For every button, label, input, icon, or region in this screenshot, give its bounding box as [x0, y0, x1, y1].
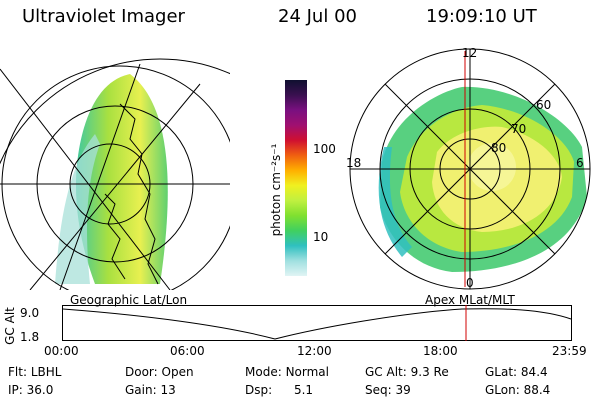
meridian-line [29, 83, 201, 290]
colorbar-tick-100: 100 [313, 142, 336, 156]
alt-tick-high: 9.0 [20, 306, 40, 320]
lat-label-80: 80 [491, 141, 507, 155]
param-gain: Gain: 13 [125, 383, 176, 397]
limb-circle [0, 58, 230, 165]
meridian-line [0, 68, 171, 290]
param-glon: GLon: 88.4 [485, 383, 551, 397]
lat-label-70: 70 [511, 122, 527, 136]
altitude-curve [62, 308, 572, 340]
mlt-label-18: 18 [346, 156, 362, 170]
alt-tick-low: 1.8 [20, 330, 40, 344]
left-map-label: Geographic Lat/Lon [70, 293, 188, 307]
colorbar-gradient [285, 80, 307, 276]
mlt-line-diag [384, 83, 556, 255]
meridian-line [59, 63, 141, 290]
mlt-label-12: 12 [462, 46, 478, 60]
date-label: 24 Jul 00 [278, 6, 357, 27]
param-glat: GLat: 84.4 [485, 365, 548, 379]
emission-edge [378, 147, 412, 257]
param-mode: Mode: Normal [245, 365, 329, 379]
time-tick-2359: 23:59 [552, 344, 587, 358]
alt-plot-frame [62, 305, 572, 341]
param-ip: IP: 36.0 [8, 383, 54, 397]
right-map-label: Apex MLat/MLT [425, 293, 515, 307]
geographic-map [0, 58, 230, 290]
instrument-title: Ultraviolet Imager [22, 6, 185, 27]
param-door: Door: Open [125, 365, 194, 379]
time-tick-0600: 06:00 [170, 344, 205, 358]
colorbar-label: photon cm⁻²s⁻¹ [269, 143, 283, 237]
mlt-label-6: 6 [576, 156, 584, 170]
lat-label-60: 60 [536, 98, 552, 112]
alt-axis-label: GC Alt [3, 307, 17, 345]
param-seq: Seq: 39 [365, 383, 411, 397]
param-flt: Flt: LBHL [8, 365, 62, 379]
time-label: 19:09:10 UT [426, 6, 537, 27]
altitude-plot [62, 305, 572, 341]
param-gc-alt: GC Alt: 9.3 Re [365, 365, 449, 379]
colorbar [285, 80, 307, 276]
polar-plot [349, 48, 591, 290]
time-tick-0000: 00:00 [44, 344, 79, 358]
time-tick-1800: 18:00 [423, 344, 458, 358]
coastline [104, 103, 159, 285]
param-dsp: Dsp: 5.1 [245, 383, 314, 397]
colorbar-tick-10: 10 [313, 230, 329, 244]
time-tick-1200: 12:00 [297, 344, 332, 358]
mlt-label-0: 0 [466, 276, 474, 290]
